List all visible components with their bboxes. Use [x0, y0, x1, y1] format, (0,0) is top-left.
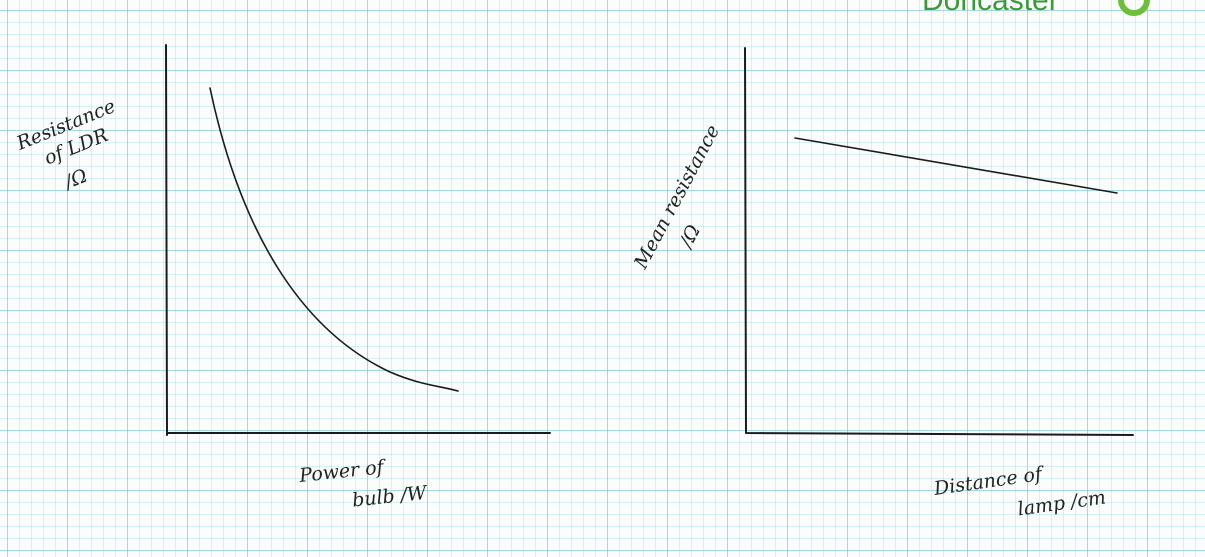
- y-axis-label: Resistance of LDR /Ω: [13, 95, 119, 194]
- label-line: /Ω: [60, 165, 91, 194]
- logo-text: Doncaster: [922, 0, 1059, 17]
- label-line: Distance of: [932, 463, 1047, 500]
- label-line: Power of: [297, 456, 387, 487]
- y-axis-label: Mean resistance /Ω: [630, 121, 725, 273]
- label-line: lamp /cm: [1016, 486, 1107, 520]
- label-line: Mean resistance: [630, 121, 725, 273]
- label-line: bulb /W: [351, 482, 429, 512]
- x-axis-label: Power of bulb /W: [297, 456, 429, 512]
- line: [794, 137, 1118, 194]
- logo-mark: [1118, 0, 1150, 16]
- curve: [209, 87, 459, 392]
- axes: [165, 44, 551, 436]
- axes: [744, 47, 1134, 436]
- x-axis-label: Distance of lamp /cm: [932, 463, 1108, 521]
- label-line: /Ω: [674, 221, 705, 253]
